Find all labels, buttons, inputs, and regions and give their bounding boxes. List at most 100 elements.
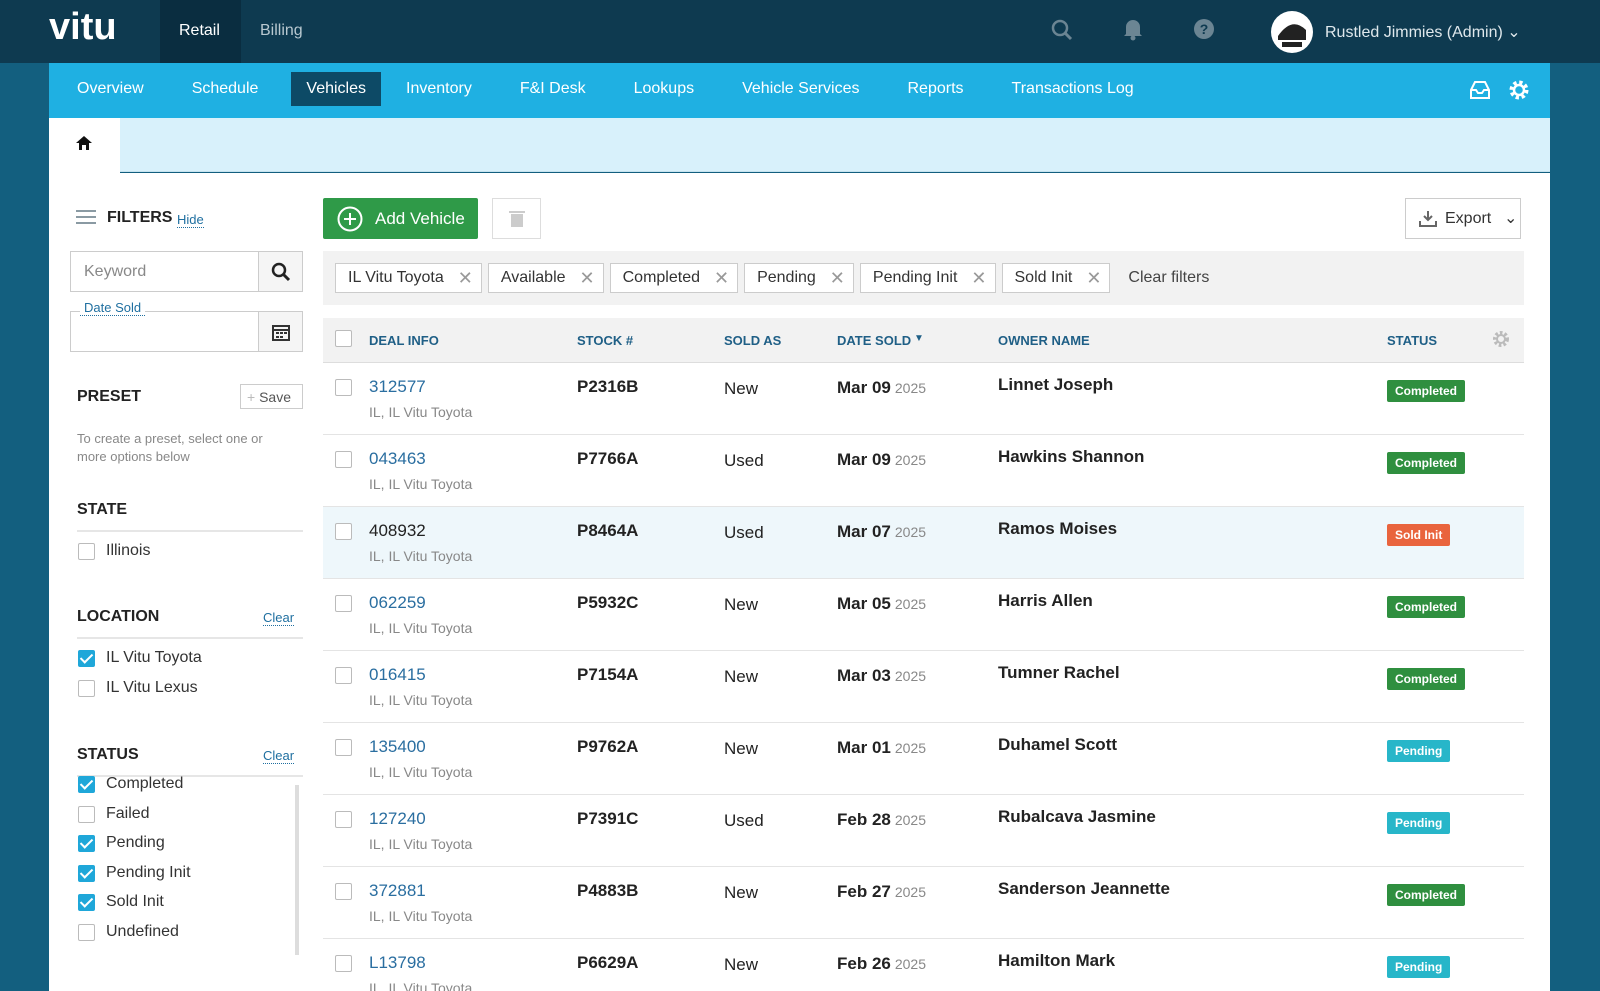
chip-remove[interactable]: ✕ [713, 267, 730, 288]
deal-location: IL, IL Vitu Toyota [369, 548, 473, 564]
checkbox[interactable] [335, 667, 352, 684]
column-settings[interactable] [1492, 330, 1510, 348]
checkbox[interactable] [78, 650, 95, 667]
chip-remove[interactable]: ✕ [1086, 267, 1102, 288]
keyword-input[interactable]: Keyword [70, 251, 259, 292]
chip-remove[interactable]: ✕ [579, 267, 595, 288]
nav-item[interactable]: F&I Desk [519, 80, 586, 97]
option-label[interactable]: IL Vitu Toyota [106, 649, 202, 666]
date: Mar 07 [837, 522, 891, 541]
chip-remove[interactable]: ✕ [971, 267, 987, 288]
settings-icon[interactable] [1508, 79, 1530, 101]
avatar[interactable] [1270, 10, 1314, 54]
deal-number[interactable]: 372881 [369, 881, 426, 900]
tab[interactable]: Retail [179, 22, 220, 39]
checkbox[interactable] [335, 595, 352, 612]
add-vehicle-button[interactable]: Add Vehicle [323, 198, 478, 239]
search-button[interactable] [258, 251, 303, 292]
checkbox[interactable] [335, 955, 352, 972]
option-label[interactable]: Illinois [106, 542, 151, 559]
deal-number[interactable]: 062259 [369, 593, 426, 612]
checkbox[interactable] [335, 883, 352, 900]
logo[interactable]: vitu [49, 6, 117, 48]
inbox-icon[interactable] [1469, 80, 1491, 100]
table-row[interactable] [323, 723, 1524, 795]
table-row[interactable] [323, 363, 1524, 435]
checkbox[interactable] [78, 543, 95, 560]
checkbox[interactable] [335, 811, 352, 828]
hide-link[interactable]: Hide [177, 212, 204, 228]
owner-name: Harris Allen [998, 591, 1093, 610]
option-label[interactable]: Completed [106, 775, 184, 792]
clear-filters[interactable]: Clear filters [1128, 269, 1210, 286]
stock-number: P6629A [577, 953, 639, 972]
checkbox[interactable] [78, 679, 95, 697]
option-label[interactable]: Pending Init [106, 863, 191, 881]
home-icon[interactable] [75, 135, 93, 151]
nav-item[interactable]: Reports [907, 80, 964, 97]
home-tab[interactable] [49, 118, 120, 173]
filter-chip[interactable]: Completed ✕ [609, 263, 739, 293]
filter-chip[interactable]: Sold Init ✕ [1001, 263, 1111, 293]
column-header: SOLD AS [724, 333, 782, 348]
table-row[interactable] [323, 867, 1524, 939]
filter-chip[interactable]: Available ✕ [487, 263, 604, 293]
table-row[interactable] [323, 795, 1524, 867]
checkbox[interactable] [78, 805, 95, 823]
owner-name: Hawkins Shannon [998, 447, 1145, 466]
checkbox[interactable] [78, 894, 95, 912]
search-icon[interactable] [1050, 18, 1074, 42]
option-label[interactable]: Undefined [106, 923, 179, 940]
checkbox[interactable] [335, 379, 352, 396]
table-row[interactable] [323, 507, 1524, 579]
filter-chip[interactable]: Pending ✕ [744, 263, 854, 293]
option-label[interactable]: Failed [106, 804, 150, 822]
checkbox[interactable] [335, 523, 352, 540]
delete-button[interactable] [492, 198, 541, 239]
nav-item[interactable]: Vehicles [291, 72, 381, 106]
option-label[interactable]: IL Vitu Lexus [106, 678, 198, 696]
checkbox[interactable] [78, 835, 95, 853]
deal-number[interactable]: 127240 [369, 809, 426, 828]
nav-item[interactable]: Lookups [633, 80, 695, 97]
checkbox[interactable] [335, 739, 352, 756]
deal-number[interactable]: 312577 [369, 377, 426, 396]
export-button[interactable]: Export ⌄ [1405, 198, 1521, 239]
checkbox[interactable] [335, 451, 352, 468]
nav-item[interactable]: Vehicle Services [742, 80, 860, 97]
clear-link[interactable]: Clear [263, 748, 295, 764]
checkbox[interactable] [335, 330, 352, 347]
date-input[interactable] [70, 311, 259, 352]
option-label[interactable]: Sold Init [106, 893, 164, 911]
calendar-button[interactable] [258, 311, 303, 352]
date-sold: Mar 07 2025 [837, 522, 926, 542]
help-icon[interactable]: ? [1193, 18, 1215, 40]
checkbox[interactable] [78, 924, 95, 941]
checkbox[interactable] [78, 864, 95, 882]
bell-icon[interactable] [1122, 17, 1144, 41]
table-row[interactable] [323, 435, 1524, 507]
filter-chip[interactable]: Pending Init ✕ [859, 263, 996, 293]
nav-item[interactable]: Transactions Log [1011, 80, 1134, 97]
table-row[interactable] [323, 579, 1524, 651]
deal-number[interactable]: 016415 [369, 665, 426, 684]
save-button[interactable]: + Save [240, 384, 303, 409]
tab[interactable]: Billing [260, 22, 303, 39]
column-header[interactable]: DATE SOLD [837, 333, 912, 348]
export-label: Export [1445, 210, 1492, 227]
top-bar [0, 0, 1600, 63]
deal-number[interactable]: L13798 [369, 953, 426, 972]
table-row[interactable] [323, 651, 1524, 723]
nav-item[interactable]: Schedule [191, 80, 259, 97]
user-menu[interactable]: Rustled Jimmies (Admin) ⌄ [1325, 24, 1521, 41]
chip-remove[interactable]: ✕ [457, 267, 473, 288]
deal-number[interactable]: 135400 [369, 737, 426, 756]
filter-chip[interactable]: IL Vitu Toyota ✕ [335, 263, 482, 293]
deal-number[interactable]: 043463 [369, 449, 426, 468]
nav-item[interactable]: Overview [77, 80, 144, 97]
clear-link[interactable]: Clear [263, 610, 295, 626]
chip-remove[interactable]: ✕ [829, 267, 845, 288]
checkbox[interactable] [78, 776, 95, 793]
nav-item[interactable]: Inventory [406, 80, 472, 97]
option-label[interactable]: Pending [106, 834, 165, 852]
